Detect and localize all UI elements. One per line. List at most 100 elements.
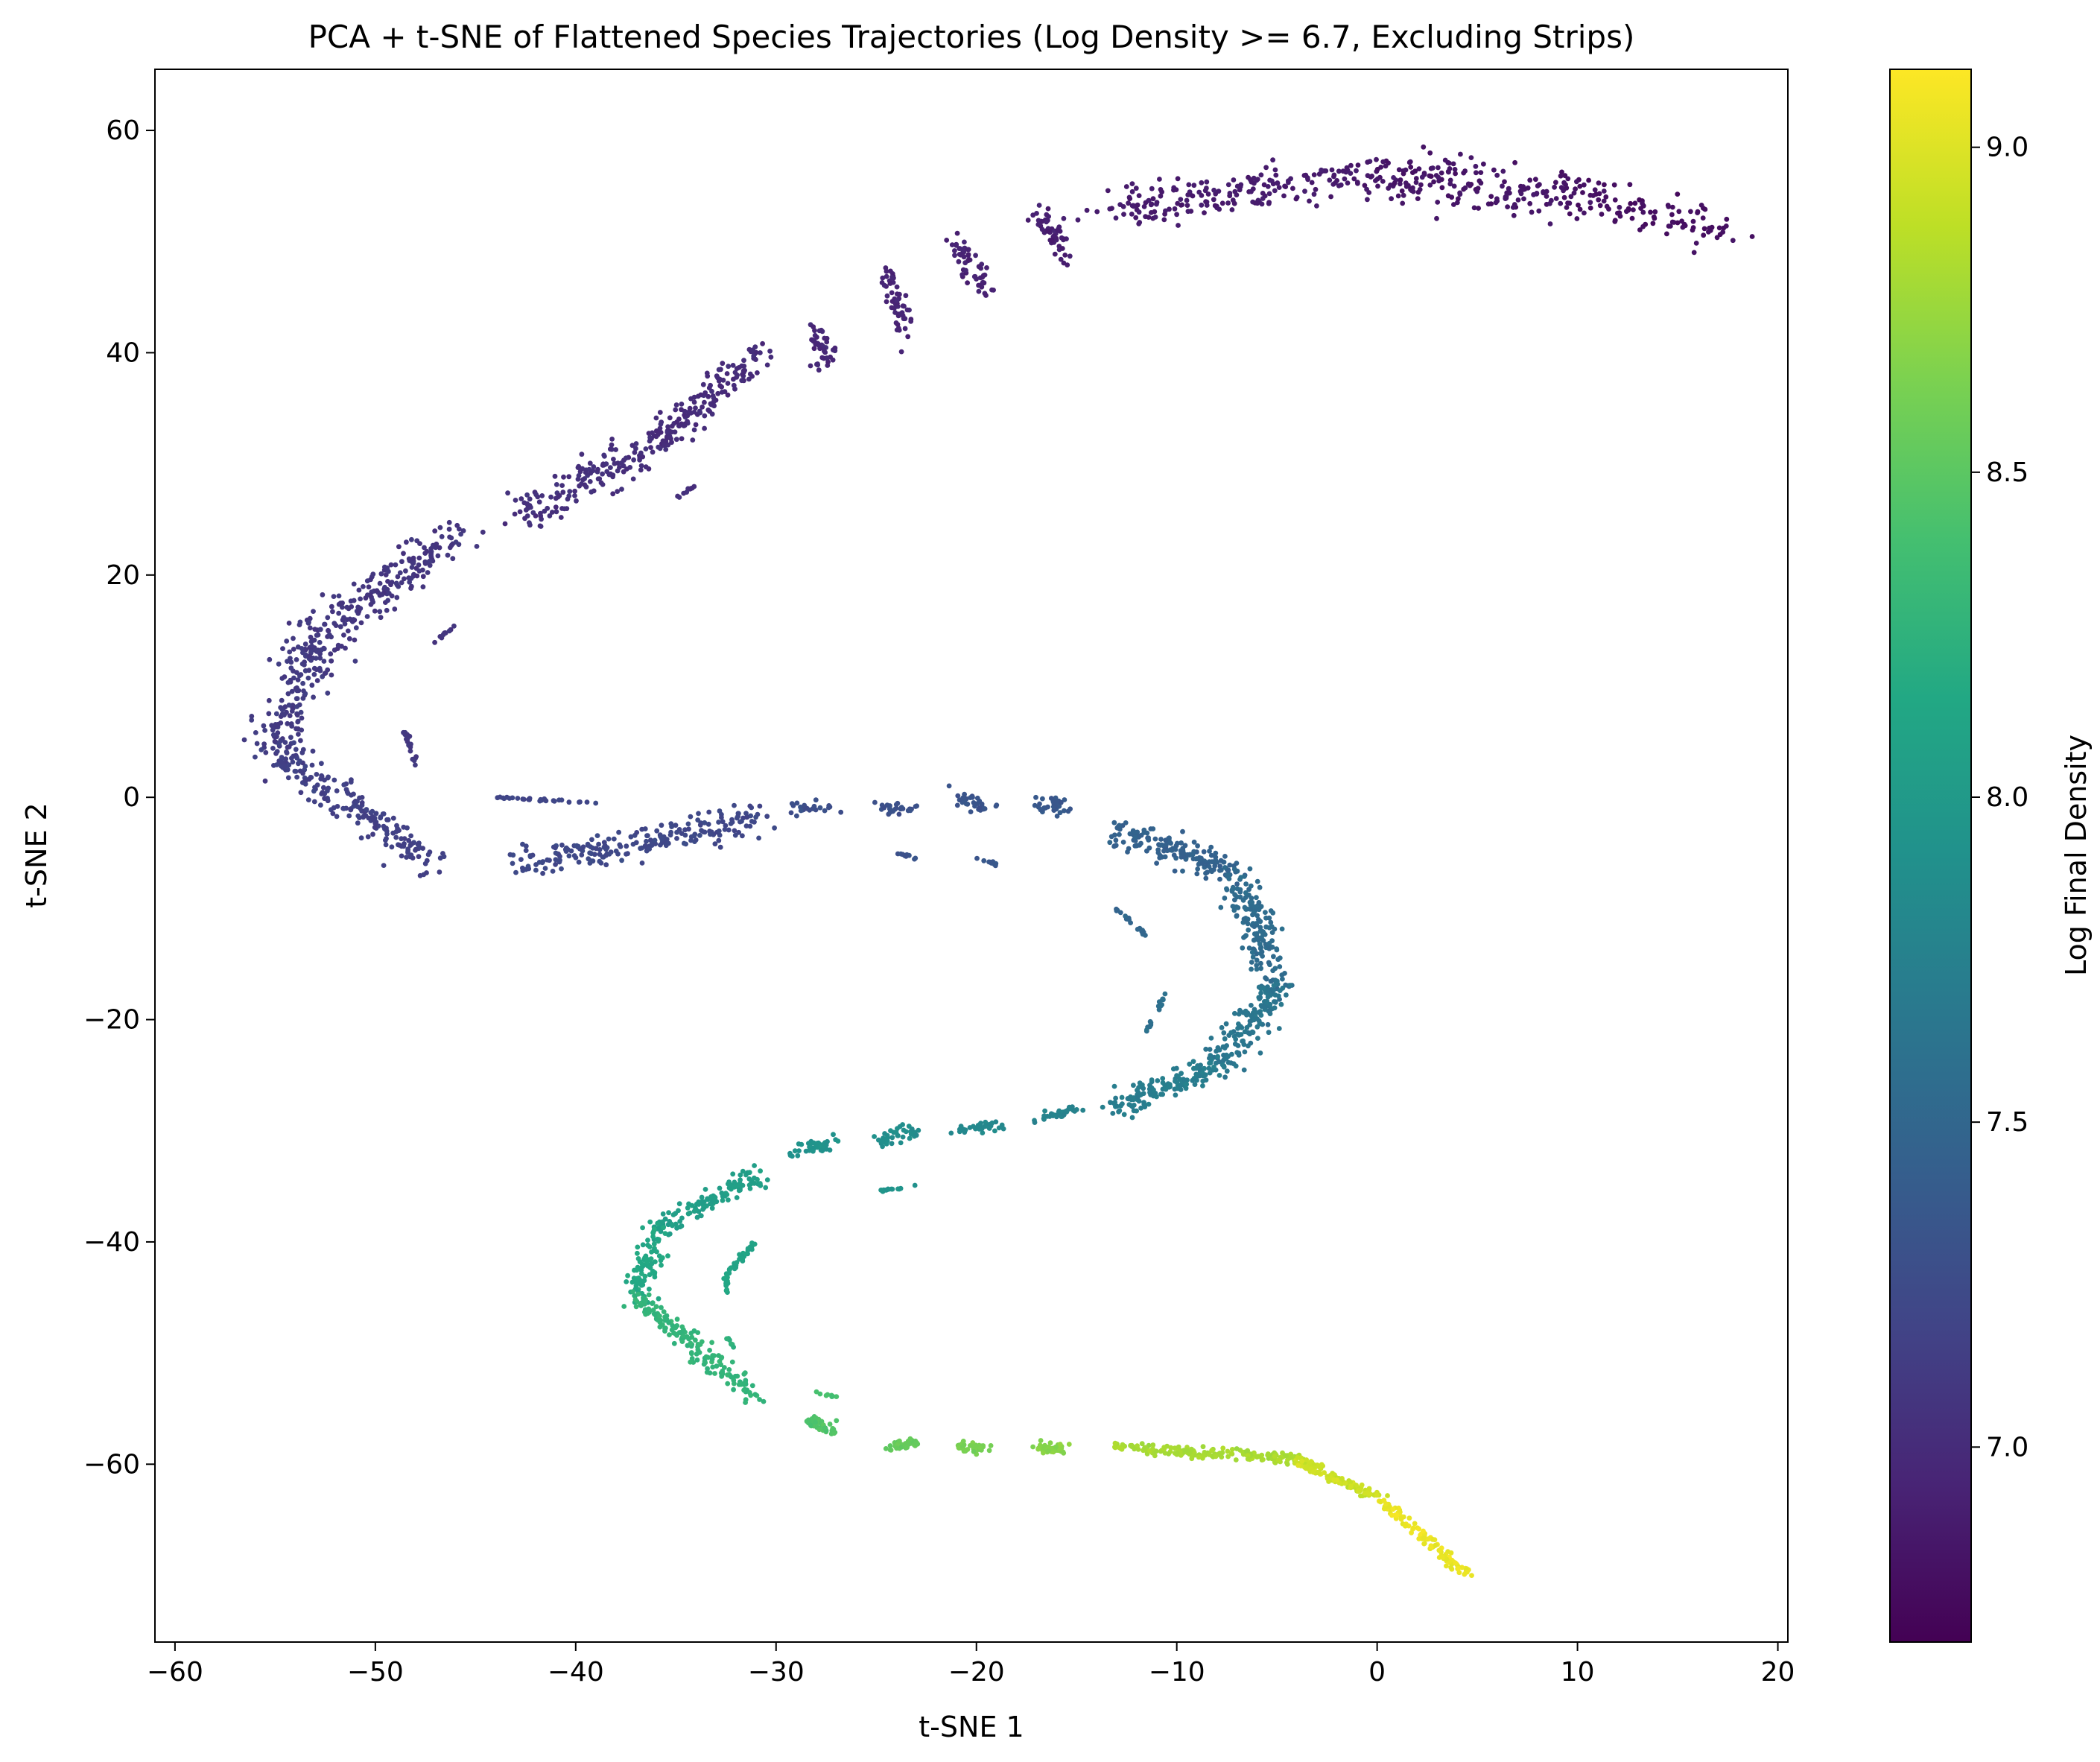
scatter-point [1419,174,1425,180]
scatter-point [1286,180,1291,186]
scatter-point [288,659,294,665]
scatter-point [378,571,384,577]
scatter-point [1374,168,1380,174]
scatter-point [539,493,545,498]
scatter-point [1136,221,1142,226]
scatter-point [1209,1057,1214,1062]
scatter-point [1228,1451,1234,1457]
scatter-point [1268,919,1274,925]
scatter-point [1510,205,1516,210]
scatter-point [986,1448,992,1454]
scatter-point [743,1251,749,1257]
scatter-point [309,643,314,649]
scatter-point [1612,197,1618,203]
scatter-point [1206,1065,1212,1071]
scatter-point [1108,1100,1113,1106]
scatter-point [1172,206,1178,212]
scatter-point [638,1303,644,1308]
scatter-point [307,625,313,631]
scatter-point [1190,852,1195,858]
scatter-point [289,688,295,694]
scatter-point [724,371,730,376]
scatter-point [726,1367,732,1372]
scatter-point [1558,185,1564,191]
scatter-point [1329,167,1335,173]
scatter-point [1179,1071,1184,1077]
scatter-point [1172,1445,1178,1451]
scatter-point [1218,867,1224,873]
scatter-point [343,645,348,651]
scatter-point [1219,1450,1225,1456]
scatter-point [974,855,980,861]
scatter-point [1427,183,1433,188]
scatter-point [1207,1047,1213,1052]
scatter-point [284,638,290,644]
scatter-point [1142,1445,1147,1451]
scatter-point [747,823,753,829]
scatter-point [725,1381,731,1387]
scatter-point [1202,210,1207,215]
scatter-point [1030,1444,1035,1450]
scatter-point [986,1126,992,1131]
scatter-point [1215,1045,1221,1050]
scatter-point [653,1304,659,1310]
scatter-point [1129,188,1135,194]
scatter-point [1265,1021,1271,1027]
scatter-point [1453,1560,1459,1566]
scatter-point [1456,1570,1462,1576]
scatter-point [364,807,369,812]
scatter-point [458,531,463,537]
scatter-point [690,437,696,443]
scatter-point [693,1337,698,1343]
scatter-point [545,505,551,511]
scatter-point [1120,1442,1126,1448]
scatter-point [306,668,312,674]
scatter-point [741,358,746,364]
scatter-point [389,580,395,585]
scatter-point [673,437,679,443]
scatter-point [944,238,950,243]
scatter-point [912,1182,918,1188]
scatter-point [317,639,323,645]
scatter-point [1141,203,1147,209]
scatter-point [661,1309,667,1314]
scatter-point [723,1191,729,1196]
scatter-point [520,865,525,871]
scatter-point [1287,983,1293,988]
scatter-point [1400,171,1406,177]
scatter-point [291,636,296,641]
scatter-point [401,551,406,557]
scatter-point [1432,1537,1438,1543]
scatter-point [551,798,556,804]
scatter-point [730,363,736,368]
scatter-point [813,1415,819,1421]
scatter-point [1241,1042,1247,1048]
scatter-point [1723,224,1729,229]
scatter-point [1433,1542,1438,1548]
scatter-point [591,464,597,469]
scatter-point [1512,159,1517,165]
scatter-point [789,801,795,806]
scatter-point [1190,193,1196,199]
scatter-point [298,672,304,677]
scatter-point [746,1176,752,1182]
scatter-point [557,858,562,863]
scatter-point [261,741,267,747]
scatter-point [286,762,292,768]
scatter-point [1142,1104,1148,1110]
scatter-point [1273,172,1279,178]
scatter-point [878,1188,884,1193]
scatter-point [295,677,301,682]
scatter-point [1227,862,1233,868]
scatter-point [1246,1043,1251,1049]
scatter-point [1254,904,1260,909]
scatter-point [563,845,569,851]
scatter-point [1258,172,1264,178]
scatter-point [699,1194,705,1200]
scatter-point [673,1325,679,1331]
scatter-point [660,438,666,444]
scatter-point [1256,984,1262,990]
scatter-point [956,1445,962,1451]
scatter-point [831,1430,837,1436]
scatter-point [755,370,760,375]
